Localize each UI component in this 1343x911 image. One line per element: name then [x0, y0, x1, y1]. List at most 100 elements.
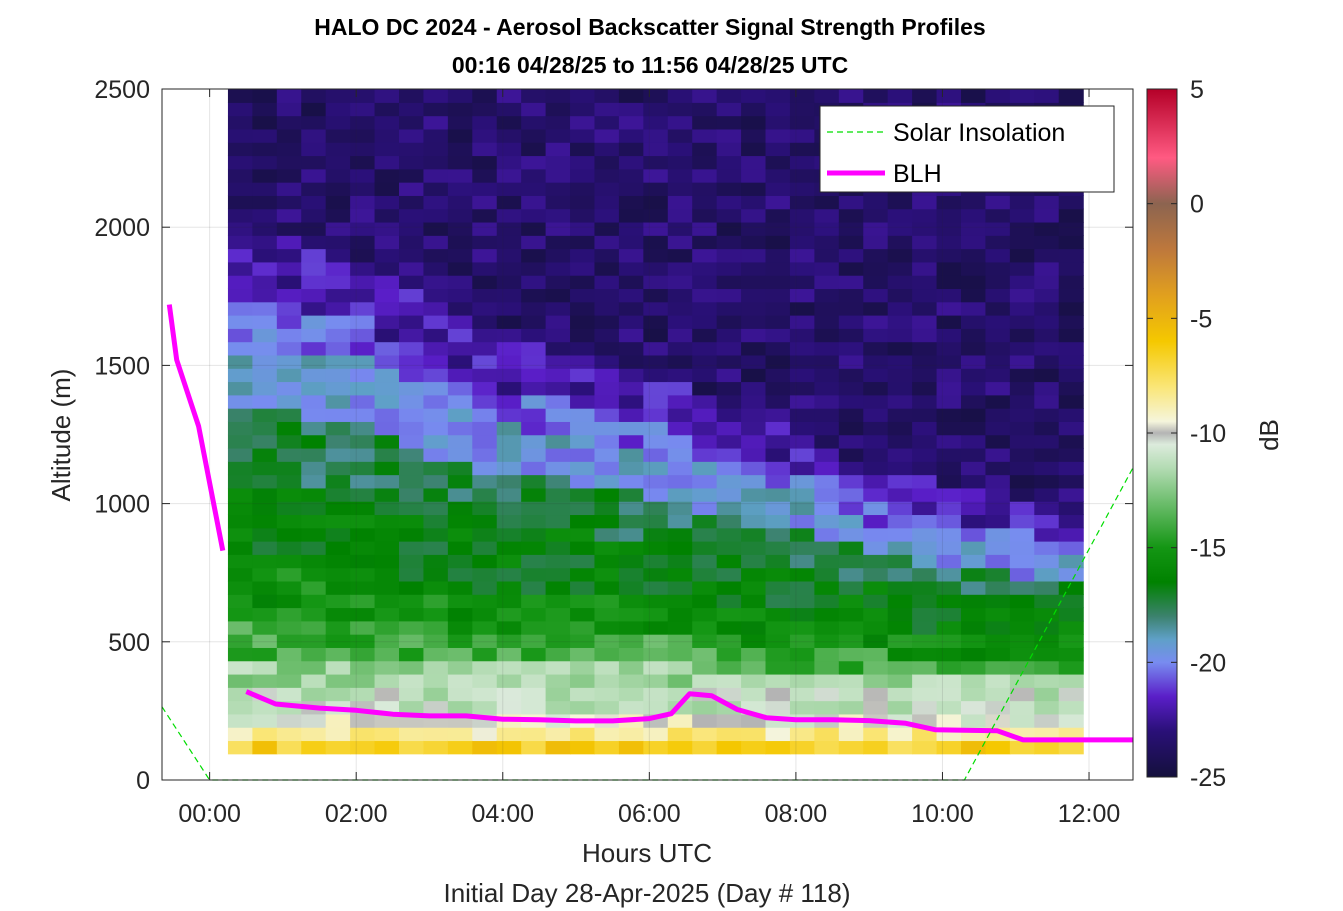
- heatmap-cell: [545, 607, 571, 622]
- heatmap-cell: [447, 182, 473, 196]
- heatmap-cell: [447, 328, 473, 343]
- heatmap-cell: [447, 461, 473, 476]
- heatmap-cell: [936, 261, 962, 276]
- heatmap-cell: [814, 195, 840, 210]
- heatmap-cell: [863, 447, 889, 462]
- heatmap-cell: [692, 474, 718, 489]
- heatmap-cell: [814, 235, 840, 250]
- heatmap-cell: [276, 394, 302, 409]
- heatmap-cell: [863, 328, 889, 343]
- heatmap-cell: [252, 102, 278, 117]
- heatmap-cell: [960, 634, 987, 648]
- heatmap-cell: [496, 647, 522, 662]
- heatmap-cell: [643, 527, 669, 542]
- heatmap-cell: [838, 740, 864, 755]
- heatmap-cell: [936, 288, 962, 303]
- heatmap-cell: [960, 461, 987, 476]
- heatmap-cell: [227, 155, 253, 170]
- heatmap-cell: [301, 461, 327, 476]
- heatmap-cell: [667, 128, 693, 143]
- heatmap-cell: [741, 102, 767, 117]
- heatmap-cell: [716, 687, 742, 702]
- heatmap-cell: [374, 182, 400, 196]
- heatmap-cell: [350, 394, 376, 409]
- heatmap-cell: [863, 315, 889, 329]
- heatmap-cell: [814, 594, 840, 609]
- heatmap-cell: [325, 421, 351, 436]
- heatmap-cell: [741, 594, 767, 609]
- heatmap-cell: [985, 567, 1011, 582]
- heatmap-cell: [618, 195, 644, 210]
- heatmap-cell: [276, 128, 302, 143]
- heatmap-cell: [1058, 354, 1084, 369]
- heatmap-cell: [472, 700, 498, 715]
- heatmap-cell: [423, 354, 449, 369]
- heatmap-cell: [252, 208, 278, 223]
- heatmap-cell: [936, 514, 962, 529]
- y-tick-label: 2500: [94, 76, 150, 104]
- heatmap-cell: [276, 102, 302, 117]
- heatmap-cell: [594, 354, 620, 369]
- heatmap-cell: [863, 421, 889, 436]
- heatmap-cell: [1034, 474, 1060, 489]
- heatmap-cell: [765, 315, 791, 329]
- heatmap-cell: [1058, 474, 1084, 489]
- heatmap-cell: [692, 567, 718, 582]
- heatmap-cell: [887, 474, 913, 489]
- heatmap-cell: [325, 394, 351, 409]
- heatmap-cell: [276, 275, 302, 290]
- heatmap-cell: [594, 195, 620, 210]
- heatmap-cell: [618, 128, 644, 143]
- heatmap-cell: [1034, 634, 1060, 648]
- heatmap-cell: [912, 275, 938, 290]
- heatmap-cell: [496, 288, 522, 303]
- heatmap-cell: [936, 634, 962, 648]
- heatmap-cell: [1009, 740, 1035, 755]
- heatmap-cell: [863, 301, 889, 316]
- heatmap-cell: [227, 195, 253, 210]
- heatmap-cell: [227, 700, 253, 715]
- heatmap-cell: [301, 447, 327, 462]
- heatmap-cell: [227, 487, 253, 502]
- heatmap-cell: [618, 434, 644, 449]
- heatmap-cell: [863, 341, 889, 356]
- heatmap-cell: [1034, 235, 1060, 250]
- heatmap-cell: [472, 594, 498, 609]
- x-tick-label: 12:00: [1058, 800, 1121, 828]
- heatmap-cell: [643, 275, 669, 290]
- heatmap-cell: [912, 634, 938, 648]
- heatmap-cell: [716, 554, 742, 569]
- heatmap-cell: [423, 527, 449, 542]
- heatmap-cell: [765, 208, 791, 223]
- heatmap-cell: [667, 341, 693, 356]
- heatmap-cell: [276, 182, 302, 196]
- heatmap-cell: [374, 394, 400, 409]
- heatmap-cell: [814, 687, 840, 702]
- heatmap-cell: [716, 301, 742, 316]
- heatmap-cell: [618, 461, 644, 476]
- heatmap-cell: [1058, 315, 1084, 329]
- heatmap-cell: [912, 447, 938, 462]
- heatmap-cell: [1058, 328, 1084, 343]
- heatmap-cell: [643, 541, 669, 555]
- heatmap-cell: [496, 155, 522, 170]
- heatmap-cell: [472, 487, 498, 502]
- heatmap-cell: [521, 248, 547, 263]
- heatmap-cell: [496, 474, 522, 489]
- heatmap-cell: [643, 501, 669, 516]
- heatmap-cell: [1009, 647, 1035, 662]
- heatmap-cell: [374, 128, 400, 143]
- heatmap-cell: [447, 208, 473, 223]
- heatmap-cell: [960, 261, 987, 276]
- heatmap-cell: [765, 195, 791, 210]
- heatmap-cell: [1034, 740, 1060, 755]
- heatmap-cell: [863, 288, 889, 303]
- heatmap-cell: [741, 208, 767, 223]
- heatmap-cell: [472, 554, 498, 569]
- heatmap-cell: [350, 115, 376, 130]
- colorbar-tick-label: -15: [1190, 535, 1226, 563]
- heatmap-cell: [1058, 713, 1084, 728]
- heatmap-cell: [741, 580, 767, 595]
- heatmap-cell: [594, 341, 620, 356]
- heatmap-cell: [912, 620, 938, 635]
